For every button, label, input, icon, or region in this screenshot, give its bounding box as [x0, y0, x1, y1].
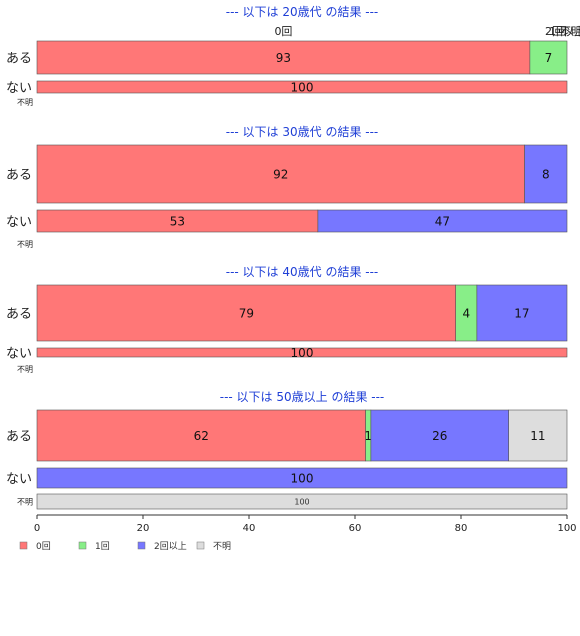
- x-tick-label-3: 60: [349, 523, 362, 534]
- data-label-2-0-0: 79: [239, 307, 254, 321]
- data-label-3-2-3: 100: [294, 498, 309, 507]
- data-label-2-0-2: 17: [514, 307, 529, 321]
- legend-swatch-3: [196, 541, 205, 550]
- data-label-3-1-2: 100: [291, 472, 314, 486]
- bar-segment-1-1-2: [317, 209, 568, 233]
- bar-segment-2-1-0: [36, 347, 568, 358]
- row-label-3-2: 不明: [17, 498, 33, 507]
- data-label-3-0-0: 62: [194, 429, 209, 443]
- row-label-2-1: ない: [6, 347, 32, 362]
- bar-segment-3-0-2: [370, 409, 509, 462]
- data-label-0-1-0: 100: [291, 81, 314, 95]
- row-label-3-0: ある: [6, 430, 32, 445]
- data-label-2-0-1: 4: [462, 307, 470, 321]
- data-label-3-0-3: 11: [530, 429, 545, 443]
- data-label-1-0-2: 8: [542, 168, 550, 182]
- bar-segment-0-0-0: [36, 40, 531, 75]
- bar-segment-2-0-0: [36, 284, 457, 342]
- row-label-3-1: ない: [6, 472, 32, 487]
- top-category-label-2: 2回以上: [545, 25, 580, 38]
- legend-swatch-2: [137, 541, 146, 550]
- legend-swatch-1: [78, 541, 87, 550]
- bar-segment-1-0-0: [36, 144, 525, 204]
- group-title-2: --- 以下は 40歳代 の結果 ---: [226, 265, 379, 279]
- data-label-3-0-2: 26: [432, 429, 447, 443]
- bar-segment-0-1-0: [36, 80, 568, 94]
- data-label-0-0-1: 7: [545, 51, 553, 65]
- legend-label-3: 不明: [213, 541, 231, 552]
- legend-label-1: 1回: [95, 541, 110, 552]
- data-label-3-0-1: 1: [364, 429, 372, 443]
- bar-segment-2-0-2: [476, 284, 568, 342]
- bar-segment-3-0-0: [36, 409, 366, 462]
- data-label-1-0-0: 92: [273, 168, 288, 182]
- top-category-label-3: 不明: [560, 25, 580, 38]
- group-title-1: --- 以下は 30歳代 の結果 ---: [226, 125, 379, 139]
- row-label-1-0: ある: [6, 168, 32, 183]
- group-title-3: --- 以下は 50歳以上 の結果 ---: [220, 390, 385, 404]
- row-label-0-1: ない: [6, 81, 32, 96]
- row-label-2-2: 不明: [17, 365, 33, 374]
- row-label-1-2: 不明: [17, 240, 33, 249]
- row-label-0-2: 不明: [17, 98, 33, 107]
- bar-segment-0-0-1: [529, 40, 568, 75]
- group-title-0: --- 以下は 20歳代 の結果 ---: [226, 5, 379, 19]
- data-label-0-0-0: 93: [276, 51, 291, 65]
- legend-label-2: 2回以上: [154, 541, 187, 552]
- bar-segment-3-1-2: [36, 467, 568, 489]
- top-category-label-0: 0回: [274, 25, 292, 38]
- row-label-2-0: ある: [6, 307, 32, 322]
- bar-segment-1-0-2: [524, 144, 568, 204]
- x-tick-label-5: 100: [557, 523, 576, 534]
- row-label-1-1: ない: [6, 215, 32, 230]
- x-tick-label-4: 80: [455, 523, 468, 534]
- top-category-label-1: 1回: [549, 25, 567, 38]
- data-label-1-1-0: 53: [170, 215, 185, 229]
- legend-swatch-0: [19, 541, 28, 550]
- x-tick-label-0: 0: [34, 523, 40, 534]
- legend-label-0: 0回: [36, 541, 51, 552]
- row-label-0-0: ある: [6, 52, 32, 67]
- bar-segment-3-2-3: [36, 493, 568, 510]
- data-label-1-1-2: 47: [435, 215, 450, 229]
- bar-segment-3-0-3: [508, 409, 568, 462]
- x-tick-label-2: 40: [243, 523, 256, 534]
- data-label-2-1-0: 100: [291, 346, 314, 360]
- x-tick-label-1: 20: [137, 523, 150, 534]
